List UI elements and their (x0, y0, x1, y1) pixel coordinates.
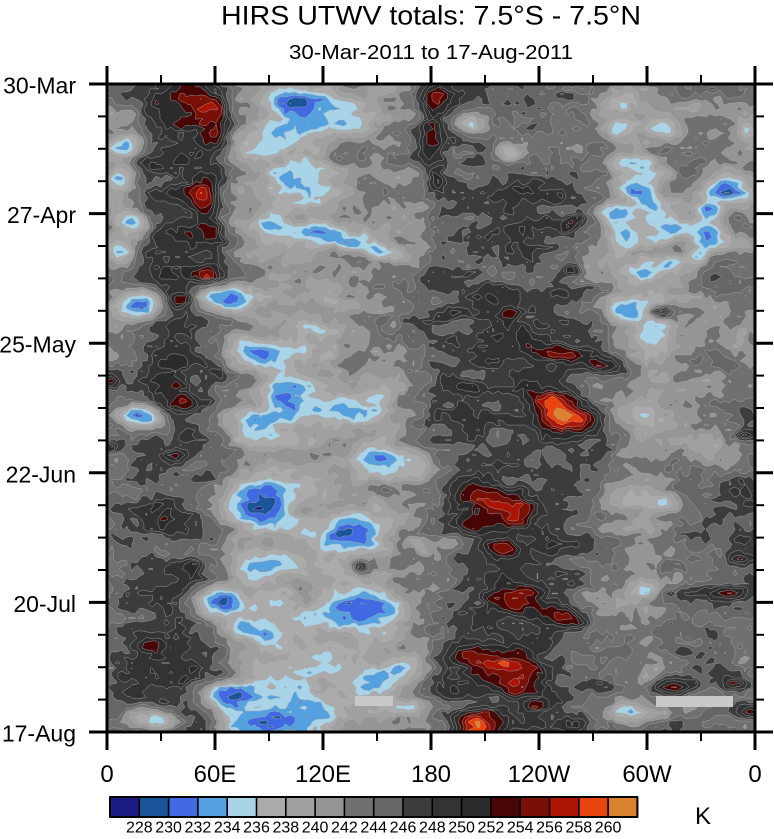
svg-text:17-Aug: 17-Aug (2, 721, 76, 747)
svg-text:240: 240 (302, 820, 329, 835)
svg-text:22-Jun: 22-Jun (6, 461, 76, 487)
svg-text:120E: 120E (295, 761, 351, 788)
svg-text:248: 248 (419, 820, 446, 835)
svg-text:242: 242 (331, 820, 358, 835)
svg-text:60E: 60E (194, 761, 237, 788)
svg-text:0: 0 (100, 761, 113, 788)
svg-text:250: 250 (448, 820, 475, 835)
svg-text:232: 232 (185, 820, 212, 835)
svg-text:30-Mar-2011 to 17-Aug-2011: 30-Mar-2011 to 17-Aug-2011 (289, 42, 573, 64)
svg-text:20-Jul: 20-Jul (13, 591, 76, 617)
svg-text:K: K (695, 803, 711, 830)
svg-text:180: 180 (411, 761, 451, 788)
svg-text:228: 228 (126, 820, 153, 835)
svg-text:246: 246 (390, 820, 417, 835)
svg-text:258: 258 (565, 820, 592, 835)
svg-text:236: 236 (243, 820, 270, 835)
svg-text:0: 0 (748, 761, 761, 788)
svg-text:256: 256 (536, 820, 563, 835)
svg-text:30-Mar: 30-Mar (3, 73, 76, 99)
svg-text:27-Apr: 27-Apr (7, 202, 76, 228)
svg-text:238: 238 (272, 820, 299, 835)
svg-text:260: 260 (595, 820, 622, 835)
svg-text:120W: 120W (508, 761, 571, 788)
svg-text:230: 230 (155, 820, 182, 835)
svg-text:244: 244 (360, 820, 387, 835)
svg-text:254: 254 (507, 820, 534, 835)
svg-text:234: 234 (214, 820, 241, 835)
svg-text:252: 252 (478, 820, 505, 835)
svg-text:25-May: 25-May (0, 332, 76, 358)
svg-text:HIRS UTWV totals: 7.5°S - 7.5°: HIRS UTWV totals: 7.5°S - 7.5°N (221, 1, 641, 31)
svg-text:60W: 60W (622, 761, 672, 788)
